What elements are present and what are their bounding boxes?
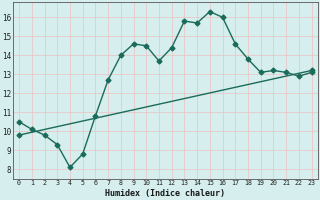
X-axis label: Humidex (Indice chaleur): Humidex (Indice chaleur) [105,189,225,198]
